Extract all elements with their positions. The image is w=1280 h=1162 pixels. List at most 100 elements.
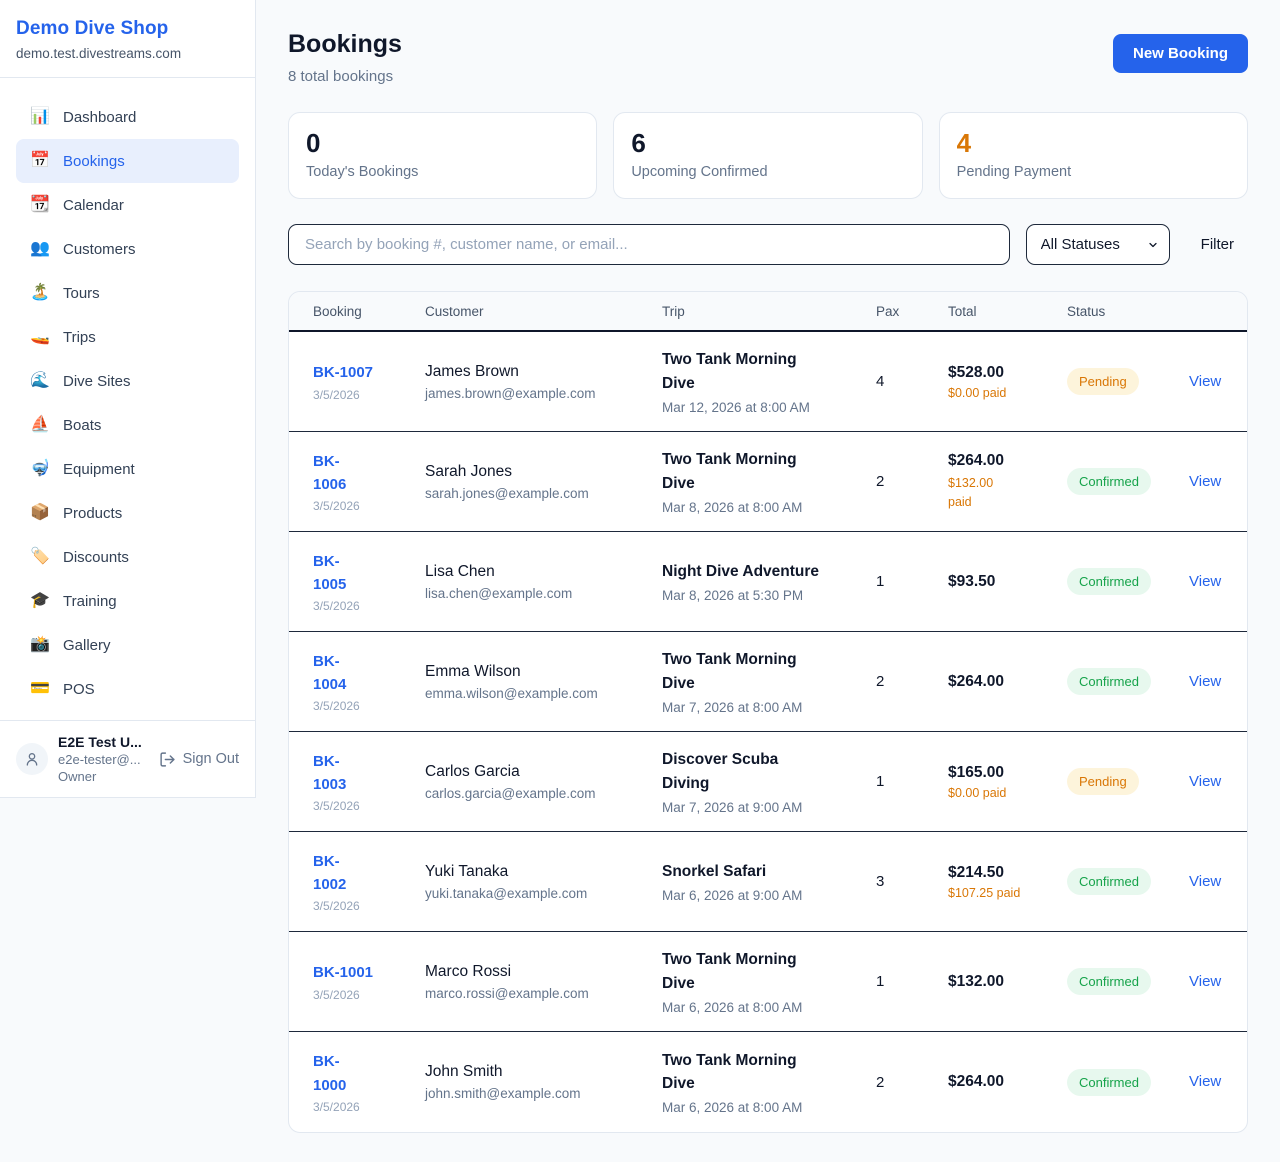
- camera-icon: 📸: [30, 636, 50, 653]
- sidebar-item-customers[interactable]: 👥 Customers: [16, 227, 239, 271]
- sidebar-item-calendar[interactable]: 📆 Calendar: [16, 183, 239, 227]
- table-row: BK-1001 3/5/2026 Marco Rossi marco.rossi…: [289, 932, 1247, 1032]
- trip-name: Snorkel Safari: [662, 862, 767, 880]
- sidebar-user-footer: E2E Test U... e2e-tester@... Owner Sign …: [0, 720, 255, 797]
- booking-id-link[interactable]: BK-1002: [313, 852, 347, 893]
- sidebar-item-label: Gallery: [63, 636, 111, 654]
- sidebar-item-label: POS: [63, 680, 95, 698]
- booking-id-link[interactable]: BK-1001: [313, 964, 374, 982]
- trip-name: Two Tank Morning Dive: [662, 351, 797, 392]
- trip-name: Two Tank Morning Dive: [662, 951, 797, 992]
- pax-count: 2: [876, 673, 885, 690]
- pax-count: 1: [876, 573, 885, 590]
- status-badge: Confirmed: [1067, 1068, 1151, 1096]
- booking-id-link[interactable]: BK-1000: [313, 1053, 347, 1094]
- sidebar-header: Demo Dive Shop demo.test.divestreams.com: [0, 0, 255, 78]
- stat-label: Pending Payment: [956, 164, 1072, 180]
- sidebar-item-dive-sites[interactable]: 🌊 Dive Sites: [16, 359, 239, 403]
- sidebar-item-gallery[interactable]: 📸 Gallery: [16, 623, 239, 667]
- table-row: BK-1006 3/5/2026 Sarah Jones sarah.jones…: [289, 432, 1247, 532]
- package-icon: 📦: [30, 504, 50, 521]
- sidebar-item-discounts[interactable]: 🏷️ Discounts: [16, 535, 239, 579]
- sign-out-button[interactable]: Sign Out: [159, 751, 239, 768]
- customer-email: marco.rossi@example.com: [425, 985, 589, 1001]
- stat-label: Upcoming Confirmed: [631, 164, 768, 180]
- table-row: BK-1005 3/5/2026 Lisa Chen lisa.chen@exa…: [289, 532, 1247, 632]
- tear-off-calendar-icon: 📆: [30, 196, 50, 213]
- table-header-row: Booking Customer Trip Pax Total Status: [289, 292, 1247, 332]
- view-link[interactable]: View: [1189, 972, 1222, 990]
- new-booking-button[interactable]: New Booking: [1112, 34, 1248, 73]
- view-link[interactable]: View: [1189, 472, 1222, 490]
- view-link[interactable]: View: [1189, 772, 1222, 790]
- column-header-total: Total: [948, 303, 977, 319]
- pax-count: 2: [876, 1073, 885, 1091]
- booking-id-link[interactable]: BK-1006: [313, 452, 347, 493]
- view-link[interactable]: View: [1189, 672, 1222, 690]
- shop-name: Demo Dive Shop: [16, 18, 169, 39]
- booking-id-link[interactable]: BK-1003: [313, 752, 347, 793]
- stat-value: 0: [306, 128, 321, 158]
- bookings-table: Booking Customer Trip Pax Total Status B…: [288, 291, 1248, 1133]
- total-amount: $264.00: [948, 451, 1005, 469]
- pax-count: 4: [876, 373, 885, 390]
- sidebar-item-trips[interactable]: 🚤 Trips: [16, 315, 239, 359]
- amount-paid: $132.00 paid: [948, 475, 994, 509]
- sidebar-item-dashboard[interactable]: 📊 Dashboard: [16, 95, 239, 139]
- page-header: Bookings 8 total bookings New Booking: [288, 30, 1248, 85]
- booking-date: 3/5/2026: [313, 699, 360, 714]
- pax-count: 2: [876, 473, 885, 490]
- sidebar-item-pos[interactable]: 💳 POS: [16, 667, 239, 711]
- status-filter-select[interactable]: All Statuses: [1025, 224, 1170, 265]
- status-badge: Pending: [1067, 768, 1139, 795]
- sidebar: Demo Dive Shop demo.test.divestreams.com…: [0, 0, 256, 798]
- booking-id-link[interactable]: BK-1007: [313, 364, 374, 382]
- stat-value: 4: [956, 128, 972, 158]
- table-row: BK-1003 3/5/2026 Carlos Garcia carlos.ga…: [289, 732, 1247, 832]
- total-amount: $165.00: [948, 763, 1005, 781]
- user-role: Owner: [58, 769, 97, 784]
- view-link[interactable]: View: [1189, 372, 1222, 390]
- customer-email: lisa.chen@example.com: [425, 585, 573, 601]
- sailboat-icon: ⛵: [30, 416, 50, 433]
- sidebar-item-label: Customers: [63, 240, 136, 258]
- tag-icon: 🏷️: [30, 548, 50, 565]
- pax-count: 1: [876, 773, 885, 790]
- booking-id-link[interactable]: BK-1004: [313, 652, 347, 693]
- main-content: Bookings 8 total bookings New Booking 0 …: [256, 0, 1280, 1133]
- shop-domain: demo.test.divestreams.com: [16, 46, 182, 61]
- sidebar-item-boats[interactable]: ⛵ Boats: [16, 403, 239, 447]
- view-link[interactable]: View: [1189, 872, 1222, 890]
- credit-card-icon: 💳: [30, 680, 50, 697]
- sidebar-item-label: Dive Sites: [63, 372, 131, 390]
- sidebar-item-equipment[interactable]: 🤿 Equipment: [16, 447, 239, 491]
- sidebar-item-bookings[interactable]: 📅 Bookings: [16, 139, 239, 183]
- booking-date: 3/5/2026: [313, 1099, 360, 1114]
- trip-name: Two Tank Morning Dive: [662, 1051, 797, 1092]
- booking-id-link[interactable]: BK-1005: [313, 552, 347, 593]
- customer-email: emma.wilson@example.com: [425, 685, 598, 701]
- sidebar-item-tours[interactable]: 🏝️ Tours: [16, 271, 239, 315]
- sidebar-item-label: Calendar: [63, 196, 124, 214]
- customer-name: Carlos Garcia: [425, 762, 520, 780]
- speedboat-icon: 🚤: [30, 328, 50, 345]
- wave-icon: 🌊: [30, 372, 50, 389]
- sidebar-item-training[interactable]: 🎓 Training: [16, 579, 239, 623]
- stat-card-upcoming-confirmed: 6 Upcoming Confirmed: [613, 112, 923, 199]
- sidebar-item-products[interactable]: 📦 Products: [16, 491, 239, 535]
- view-link[interactable]: View: [1189, 1073, 1222, 1090]
- search-input[interactable]: [288, 224, 1010, 265]
- filter-button[interactable]: Filter: [1200, 236, 1234, 253]
- sidebar-item-label: Training: [63, 592, 117, 610]
- sidebar-item-label: Trips: [63, 328, 96, 346]
- trip-datetime: Mar 8, 2026 at 5:30 PM: [662, 588, 804, 604]
- trip-datetime: Mar 7, 2026 at 8:00 AM: [662, 699, 803, 715]
- customer-name: Marco Rossi: [425, 962, 512, 980]
- trip-datetime: Mar 12, 2026 at 8:00 AM: [662, 399, 810, 415]
- total-bookings-count: 8 total bookings: [288, 68, 394, 85]
- booking-date: 3/5/2026: [313, 799, 360, 814]
- trip-datetime: Mar 6, 2026 at 9:00 AM: [662, 888, 803, 904]
- page-title: Bookings: [288, 30, 402, 58]
- customer-email: sarah.jones@example.com: [425, 485, 589, 501]
- view-link[interactable]: View: [1189, 572, 1222, 590]
